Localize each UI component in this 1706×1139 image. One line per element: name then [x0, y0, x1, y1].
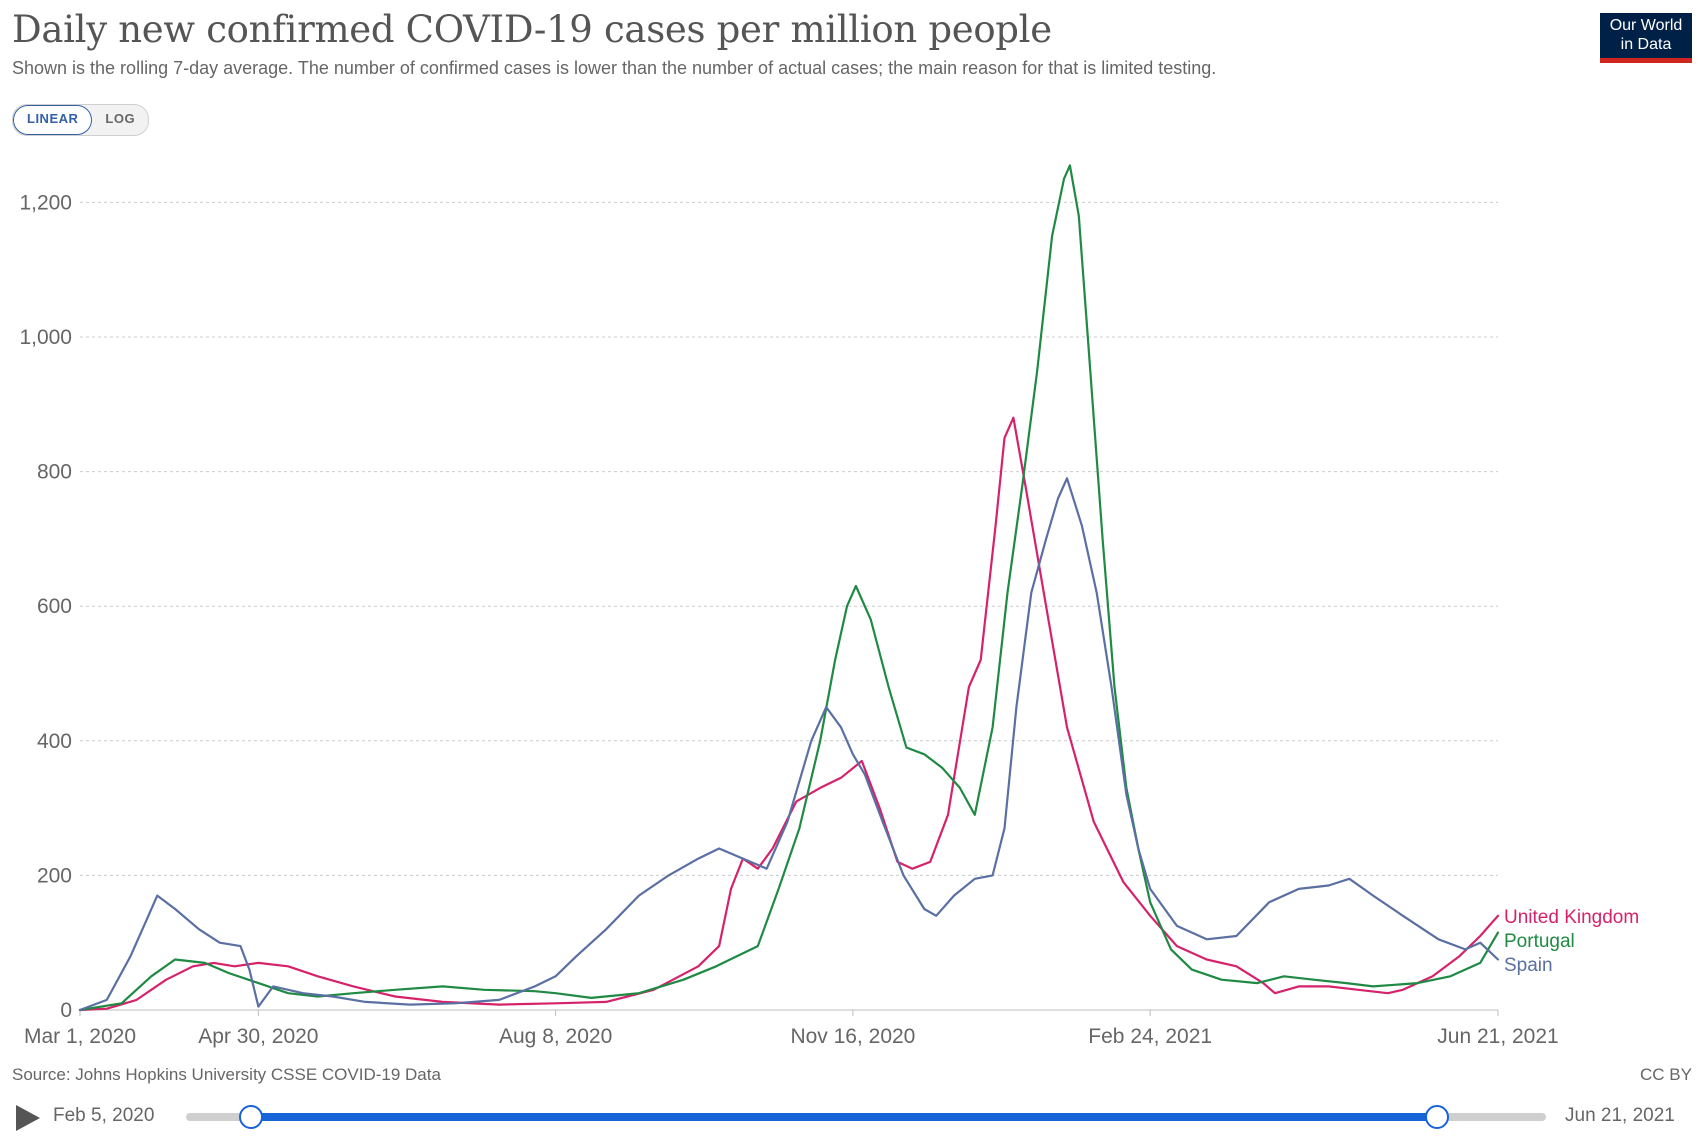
y-tick-label: 1,000 [19, 326, 72, 349]
x-tick-label: Jun 21, 2021 [1437, 1025, 1558, 1048]
timeline-start-label: Feb 5, 2020 [53, 1105, 155, 1126]
series-label-spain: Spain [1504, 955, 1553, 976]
source-note: Source: Johns Hopkins University CSSE CO… [12, 1065, 441, 1084]
series-line-united-kingdom [78, 416, 1500, 1012]
x-tick-label: Nov 16, 2020 [790, 1025, 915, 1048]
timeline-selected-range [251, 1113, 1438, 1121]
timeline-end-handle[interactable] [1425, 1105, 1450, 1129]
series-line-portugal [78, 164, 1500, 1012]
series-layer [78, 164, 1500, 1012]
x-tick-label: Aug 8, 2020 [499, 1025, 612, 1048]
series-label-united-kingdom: United Kingdom [1504, 907, 1639, 928]
logo-line-1: Our World [1609, 17, 1683, 34]
linear-scale-button[interactable]: LINEAR [13, 105, 93, 135]
axis-layer: 0 200 400 600 800 1,000 1,200 Mar 1, 2020 Apr 30… [19, 191, 1558, 1048]
y-tick-label: 200 [37, 864, 72, 887]
timeline-end-label: Jun 21, 2021 [1565, 1105, 1675, 1126]
label-layer: United Kingdom Portugal Spain [1504, 907, 1639, 976]
chart-area: 0 200 400 600 800 1,000 1,200 Mar 1, 2020 Apr 30… [19, 164, 1639, 1048]
series-label-portugal: Portugal [1504, 931, 1575, 952]
y-tick-label: 0 [60, 999, 72, 1022]
play-icon[interactable] [16, 1105, 40, 1131]
x-tick-label: Feb 24, 2021 [1088, 1025, 1212, 1048]
license-link[interactable]: CC BY [1640, 1065, 1692, 1084]
logo-line-2: in Data [1620, 36, 1672, 53]
scale-toggle[interactable]: LINEAR LOG [12, 104, 150, 136]
x-tick-label: Apr 30, 2020 [198, 1025, 318, 1048]
y-tick-label: 600 [37, 595, 72, 618]
grid-layer [80, 201, 1498, 1011]
y-tick-label: 400 [37, 730, 72, 753]
chart-title: Daily new confirmed COVID-19 cases per m… [12, 8, 1052, 51]
owid-logo[interactable]: Our World in Data [1600, 13, 1692, 63]
y-tick-label: 800 [37, 461, 72, 484]
log-scale-button[interactable]: LOG [105, 111, 136, 126]
series-line-spain [78, 477, 1500, 1012]
timeline-start-handle[interactable] [239, 1105, 264, 1129]
chart-subtitle: Shown is the rolling 7-day average. The … [12, 58, 1217, 78]
timeline-control: Feb 5, 2020 Jun 21, 2021 [0, 1095, 1706, 1139]
x-tick-label: Mar 1, 2020 [24, 1025, 136, 1048]
y-tick-label: 1,200 [19, 191, 72, 214]
timeline-track[interactable] [186, 1105, 1546, 1129]
